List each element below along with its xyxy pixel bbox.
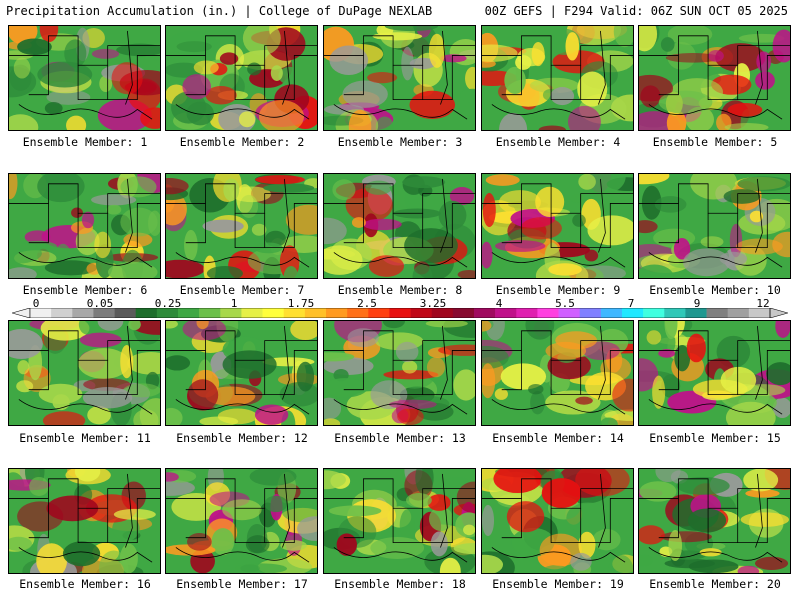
colorbar-tick-label: 0	[32, 297, 40, 310]
ensemble-member-map	[165, 468, 318, 574]
colorbar-segment	[241, 308, 263, 318]
colorbar-tick-label: 0.05	[86, 297, 114, 310]
colorbar-segment	[135, 308, 158, 318]
colorbar-tick-label: 9	[693, 297, 701, 310]
ensemble-member-map	[323, 173, 476, 279]
colorbar-segment	[51, 308, 73, 318]
ensemble-member-map	[481, 25, 634, 131]
colorbar-segment	[389, 308, 411, 318]
ensemble-member-map	[323, 468, 476, 574]
precip-colorbar	[12, 308, 788, 318]
ensemble-member-label: Ensemble Member: 18	[334, 577, 466, 591]
ensemble-member-label: Ensemble Member: 8	[337, 283, 463, 297]
colorbar-tick-label: 12	[756, 297, 770, 310]
colorbar-segment	[199, 308, 221, 318]
colorbar-segment	[664, 308, 686, 318]
colorbar-segment	[178, 308, 200, 318]
colorbar-segment	[516, 308, 538, 318]
colorbar-tick-label: 1.75	[287, 297, 315, 310]
colorbar-segment	[643, 308, 665, 318]
colorbar-tick-label: 7	[627, 297, 635, 310]
colorbar-segment	[495, 308, 517, 318]
colorbar-segment	[368, 308, 390, 318]
ensemble-member-label: Ensemble Member: 2	[179, 135, 305, 149]
colorbar-segment	[622, 308, 644, 318]
ensemble-member-map	[165, 320, 318, 426]
map-title: Precipitation Accumulation (in.) | Colle…	[6, 4, 433, 18]
ensemble-member-label: Ensemble Member: 12	[176, 431, 308, 445]
ensemble-member-label: Ensemble Member: 17	[176, 577, 308, 591]
colorbar-segment	[579, 308, 602, 318]
ensemble-member-label: Ensemble Member: 13	[334, 431, 466, 445]
colorbar-segment	[93, 308, 115, 318]
colorbar-segment	[326, 308, 348, 318]
colorbar-segment	[537, 308, 559, 318]
colorbar-segment	[600, 308, 623, 318]
ensemble-member-label: Ensemble Member: 6	[22, 283, 148, 297]
ensemble-member-map	[481, 468, 634, 574]
ensemble-member-map	[8, 320, 161, 426]
colorbar-segment	[685, 308, 707, 318]
ensemble-member-label: Ensemble Member: 19	[492, 577, 624, 591]
model-valid-time: 00Z GEFS | F294 Valid: 06Z SUN OCT 05 20…	[484, 4, 788, 18]
colorbar-segment	[220, 308, 242, 318]
ensemble-member-label: Ensemble Member: 5	[652, 135, 778, 149]
ensemble-member-label: Ensemble Member: 20	[649, 577, 781, 591]
colorbar-segment	[156, 308, 179, 318]
colorbar-segment	[474, 308, 496, 318]
colorbar-segment	[727, 308, 750, 318]
ensemble-member-label: Ensemble Member: 10	[649, 283, 781, 297]
ensemble-member-map	[323, 320, 476, 426]
colorbar-tick-label: 4	[495, 297, 503, 310]
colorbar-segment	[431, 308, 454, 318]
ensemble-member-label: Ensemble Member: 1	[22, 135, 148, 149]
ensemble-member-label: Ensemble Member: 9	[495, 283, 621, 297]
colorbar-max-arrow	[769, 308, 788, 318]
colorbar-segment	[114, 308, 137, 318]
ensemble-member-map	[481, 320, 634, 426]
ensemble-member-label: Ensemble Member: 3	[337, 135, 463, 149]
colorbar-tick-label: 5.5	[555, 297, 575, 310]
colorbar-segment	[30, 308, 52, 318]
ensemble-member-map	[8, 25, 161, 131]
colorbar-segment	[748, 308, 771, 318]
colorbar-segment	[304, 308, 327, 318]
ensemble-member-map	[165, 25, 318, 131]
ensemble-member-map	[165, 173, 318, 279]
ensemble-member-label: Ensemble Member: 11	[19, 431, 151, 445]
ensemble-member-map	[638, 320, 791, 426]
colorbar-segment	[706, 308, 729, 318]
ensemble-member-map	[8, 173, 161, 279]
colorbar-segment	[283, 308, 306, 318]
colorbar-tick-label: 0.25	[154, 297, 182, 310]
ensemble-member-label: Ensemble Member: 16	[19, 577, 151, 591]
ensemble-member-label: Ensemble Member: 14	[492, 431, 624, 445]
colorbar-segment	[262, 308, 285, 318]
ensemble-member-label: Ensemble Member: 15	[649, 431, 781, 445]
colorbar-tick-label: 2.5	[357, 297, 377, 310]
colorbar-segment	[72, 308, 94, 318]
ensemble-member-map	[638, 25, 791, 131]
colorbar-tick-label: 1	[230, 297, 238, 310]
ensemble-member-map	[323, 25, 476, 131]
ensemble-member-map	[8, 468, 161, 574]
ensemble-member-label: Ensemble Member: 7	[179, 283, 305, 297]
ensemble-member-map	[481, 173, 634, 279]
colorbar-segment	[558, 308, 581, 318]
colorbar-segment	[347, 308, 369, 318]
ensemble-member-label: Ensemble Member: 4	[495, 135, 621, 149]
colorbar-min-arrow	[12, 308, 31, 318]
ensemble-member-map	[638, 173, 791, 279]
colorbar-tick-label: 3.25	[419, 297, 447, 310]
colorbar-segment	[410, 308, 433, 318]
ensemble-member-map	[638, 468, 791, 574]
colorbar-segment	[452, 308, 475, 318]
